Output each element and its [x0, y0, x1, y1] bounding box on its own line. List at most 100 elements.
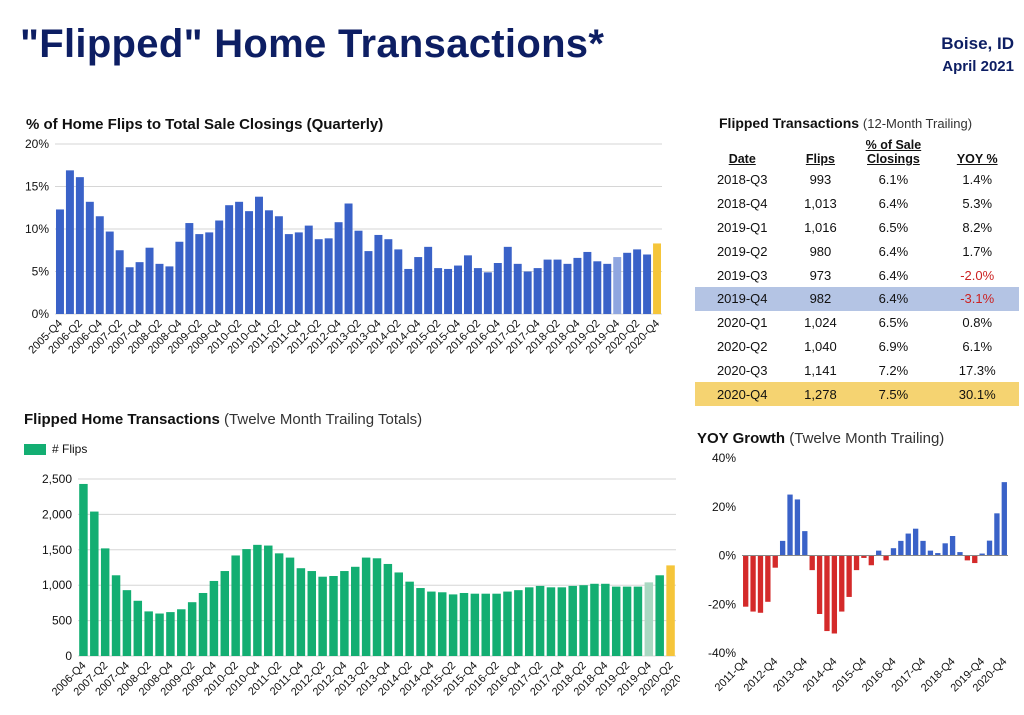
y-tick-label: 10% — [25, 222, 49, 236]
table-cell-pct: 6.4% — [878, 243, 909, 259]
bar — [964, 555, 971, 561]
table-cell-pct: 6.5% — [878, 315, 909, 331]
pct-flips-chart: 0%5%10%15%20%2005-Q42006-Q22006-Q42007-Q… — [25, 137, 662, 356]
bar — [524, 587, 534, 656]
bar — [364, 251, 373, 314]
bar — [898, 540, 904, 556]
bar — [166, 612, 175, 656]
bar — [557, 587, 567, 656]
bar — [307, 571, 317, 656]
bar — [209, 580, 219, 656]
bar — [546, 587, 556, 656]
bar — [535, 585, 545, 656]
bar — [285, 557, 295, 656]
bar — [405, 581, 414, 656]
table-subtitle: (12-Month Trailing) — [862, 116, 973, 131]
bar — [225, 205, 234, 314]
table-row: 2020-Q1 1,024 6.5% 0.8% — [695, 311, 1019, 335]
bar — [264, 210, 273, 314]
bar — [145, 247, 154, 314]
bar — [839, 555, 845, 612]
bar — [354, 230, 363, 314]
bar — [235, 201, 244, 314]
bar — [125, 267, 134, 314]
flipped-transactions-table: Date Flips % of Sale Closings YOY % 2018… — [695, 138, 1019, 406]
bar — [611, 586, 621, 656]
table-cell-flips: 1,278 — [789, 382, 852, 406]
table-cell-flips: 1,040 — [804, 338, 837, 354]
y-tick-label: 1,000 — [42, 578, 72, 592]
table-cell-date: 2018-Q3 — [716, 172, 768, 188]
bar — [195, 234, 204, 314]
table-row: 2019-Q4 982 6.4% -3.1% — [695, 286, 1019, 311]
bar — [231, 555, 240, 656]
bar — [383, 563, 393, 656]
bar — [622, 586, 632, 656]
bar — [563, 263, 572, 314]
bar — [404, 268, 413, 314]
bar — [85, 201, 94, 314]
table-cell-pct: 6.4% — [878, 196, 909, 212]
bar — [304, 225, 313, 314]
flips-chart-title-text: Flipped Home Transactions — [24, 411, 220, 428]
col-header-yoy: YOY % — [956, 152, 998, 166]
bar — [765, 555, 771, 602]
y-tick-label: -40% — [708, 646, 736, 660]
table-cell-date: 2020-Q4 — [695, 382, 790, 406]
bar — [155, 613, 164, 656]
bar — [329, 575, 338, 656]
bar — [177, 609, 186, 656]
bar — [95, 216, 104, 314]
bar — [876, 550, 882, 556]
table-row: 2019-Q3 973 6.4% -2.0% — [695, 263, 1019, 287]
bar — [757, 555, 764, 613]
bar — [643, 254, 652, 314]
bar — [957, 552, 963, 556]
bar — [553, 259, 562, 314]
table-cell-flips: 1,024 — [804, 315, 837, 331]
bar — [481, 593, 490, 656]
table-cell-flips: 1,013 — [804, 196, 837, 212]
bar — [122, 590, 132, 656]
table-row: 2020-Q2 1,040 6.9% 6.1% — [695, 335, 1019, 359]
bar — [245, 211, 254, 314]
bar — [573, 257, 582, 314]
table-cell-date: 2019-Q1 — [716, 219, 768, 235]
flips-chart-subtitle: (Twelve Month Trailing Totals) — [224, 411, 423, 428]
bar — [135, 262, 144, 314]
bar — [414, 257, 423, 314]
table-cell-yoy: 1.7% — [962, 243, 993, 259]
y-tick-label: 40% — [712, 451, 736, 465]
table-cell-flips: 993 — [809, 172, 832, 188]
table-cell-date: 2020-Q1 — [716, 315, 768, 331]
bar — [972, 555, 978, 564]
bar — [470, 593, 480, 656]
bar — [986, 540, 993, 556]
bar — [434, 268, 443, 314]
bar — [274, 216, 283, 314]
bar — [853, 555, 860, 571]
bar — [105, 231, 114, 314]
yoy-chart-subtitle: (Twelve Month Trailing) — [789, 430, 945, 447]
y-tick-label: 1,500 — [42, 543, 72, 557]
bar — [115, 250, 124, 314]
table-row: 2019-Q2 980 6.4% 1.7% — [695, 239, 1019, 263]
table-cell-pct: 7.5% — [851, 382, 936, 406]
bar — [90, 511, 99, 656]
col-header-flips: Flips — [805, 152, 836, 166]
bar — [824, 555, 830, 632]
yoy-chart-title: YOY Growth (Twelve Month Trailing) — [697, 430, 944, 447]
bar — [155, 263, 164, 314]
flips-legend-label: # Flips — [52, 442, 88, 456]
table-cell-pct: 6.1% — [878, 172, 909, 188]
y-tick-label: 20% — [25, 137, 49, 151]
bar — [372, 558, 382, 656]
flips-legend: # Flips — [24, 442, 87, 456]
y-tick-label: 0% — [719, 549, 737, 563]
y-tick-label: 0 — [65, 649, 72, 663]
bar — [351, 566, 360, 656]
bar — [65, 170, 74, 314]
location-block: Boise, ID April 2021 — [941, 34, 1014, 75]
bar — [133, 600, 143, 656]
y-tick-label: 15% — [25, 180, 49, 194]
